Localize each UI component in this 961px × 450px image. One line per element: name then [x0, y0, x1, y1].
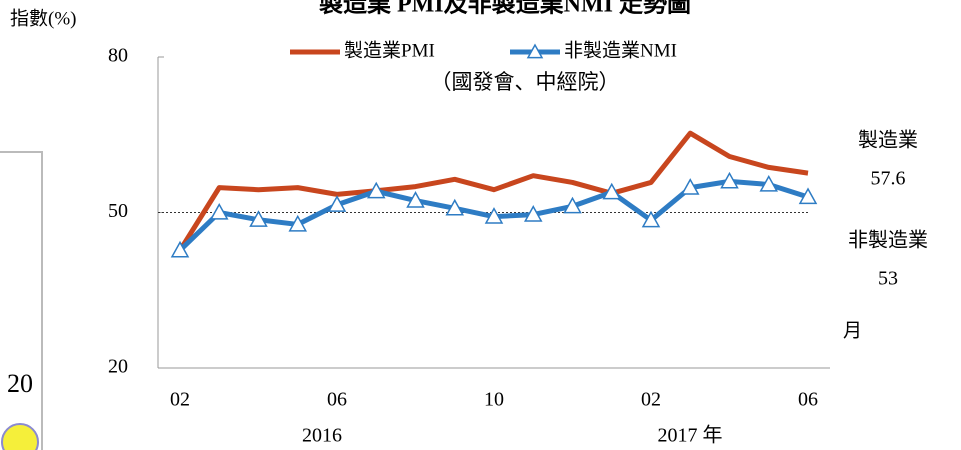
data-label: 57.6 [871, 168, 906, 190]
y-axis-label: 指數(%) [10, 7, 76, 29]
x-tick-label: 06 [798, 389, 818, 411]
year-label: 2016 [302, 425, 342, 447]
data-label: 53 [878, 268, 898, 290]
x-tick-label: 02 [641, 389, 661, 411]
x-tick-label: 06 [327, 389, 347, 411]
y-tick-label: 50 [108, 200, 128, 222]
legend-label: 非製造業NMI [564, 39, 677, 61]
year-label: 2017 年 [658, 424, 723, 447]
end-label: 製造業 [858, 129, 918, 152]
y-tick-label: 20 [108, 356, 128, 378]
end-label: 非製造業 [848, 229, 928, 252]
side-label: 20 [7, 369, 33, 398]
x-tick-label: 02 [170, 389, 190, 411]
side-icon [2, 424, 38, 450]
y-tick-label: 80 [108, 45, 128, 67]
subtitle: （國發會、中經院） [431, 70, 620, 94]
x-tick-label: 10 [484, 389, 504, 411]
series-line [180, 133, 808, 250]
x-unit-label: 月 [843, 320, 862, 341]
chart: 20 製造業 PMI及非製造業NMI 走勢圖 指數(%) （國發會、中經院） 月… [0, 0, 961, 450]
side-panel [0, 152, 42, 450]
legend-label: 製造業PMI [344, 39, 435, 61]
chart-title: 製造業 PMI及非製造業NMI 走勢圖 [319, 0, 691, 18]
